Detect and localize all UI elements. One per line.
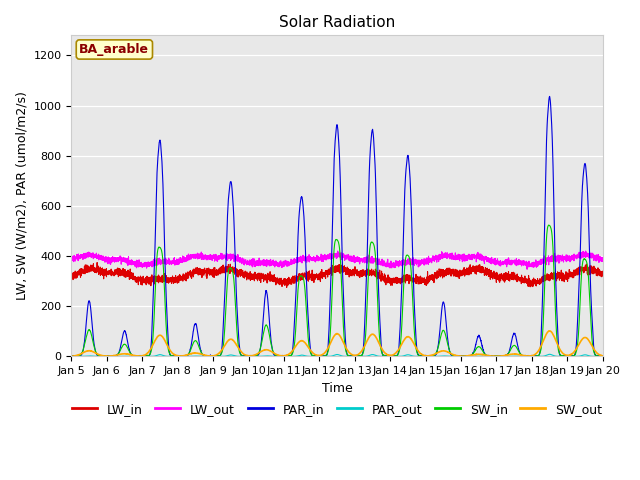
PAR_in (546, 94, 554, 99)
PAR_in (68, 353, 76, 359)
PAR_out (546, 351, 554, 357)
PAR_in (598, 353, 606, 359)
Legend: LW_in, LW_out, PAR_in, PAR_out, SW_in, SW_out: LW_in, LW_out, PAR_in, PAR_out, SW_in, S… (67, 398, 607, 420)
SW_in (102, 353, 110, 359)
PAR_in (599, 353, 607, 359)
SW_out (599, 353, 607, 359)
SW_out (486, 353, 494, 359)
Title: Solar Radiation: Solar Radiation (279, 15, 396, 30)
SW_out (163, 342, 171, 348)
PAR_in (456, 353, 464, 359)
SW_in (456, 353, 464, 359)
PAR_in (427, 353, 435, 359)
LW_out (582, 248, 589, 254)
LW_in (486, 276, 494, 282)
SW_in (599, 353, 607, 359)
Line: PAR_in: PAR_in (72, 96, 603, 356)
PAR_out (493, 353, 500, 359)
PAR_out (486, 353, 494, 359)
LW_in (598, 268, 606, 274)
Line: SW_in: SW_in (72, 225, 603, 356)
SW_in (427, 353, 435, 359)
PAR_out (599, 353, 607, 359)
LW_out (599, 258, 607, 264)
SW_out (317, 352, 325, 358)
Line: LW_in: LW_in (72, 263, 603, 288)
SW_out (427, 353, 435, 359)
SW_in (598, 353, 606, 359)
SW_in (68, 353, 76, 359)
SW_in (545, 222, 552, 228)
LW_out (486, 258, 494, 264)
SW_out (546, 328, 554, 334)
SW_in (317, 353, 325, 359)
LW_in (93, 260, 101, 265)
LW_out (598, 259, 606, 264)
SW_in (163, 336, 171, 341)
PAR_out (163, 353, 171, 359)
PAR_out (317, 353, 325, 359)
SW_in (486, 353, 494, 359)
LW_out (456, 252, 464, 257)
LW_out (317, 256, 325, 262)
Line: SW_out: SW_out (72, 331, 603, 356)
PAR_out (68, 353, 76, 359)
LW_in (599, 271, 607, 277)
SW_out (456, 353, 464, 359)
Y-axis label: LW, SW (W/m2), PAR (umol/m2/s): LW, SW (W/m2), PAR (umol/m2/s) (15, 91, 28, 300)
Line: PAR_out: PAR_out (72, 354, 603, 356)
PAR_out (427, 353, 435, 359)
PAR_in (486, 353, 494, 359)
LW_in (427, 274, 435, 280)
LW_in (456, 271, 464, 277)
PAR_out (456, 353, 464, 359)
LW_out (427, 259, 435, 265)
LW_in (163, 277, 171, 283)
SW_out (492, 353, 500, 359)
LW_in (283, 285, 291, 290)
LW_in (68, 273, 76, 278)
Text: BA_arable: BA_arable (79, 43, 149, 56)
SW_out (68, 353, 76, 359)
PAR_in (317, 353, 325, 359)
LW_out (163, 258, 171, 264)
LW_out (524, 266, 531, 272)
LW_in (317, 274, 325, 280)
LW_out (68, 256, 76, 262)
Line: LW_out: LW_out (72, 251, 603, 269)
PAR_in (163, 310, 171, 315)
X-axis label: Time: Time (322, 382, 353, 395)
SW_out (598, 353, 606, 359)
PAR_in (456, 353, 464, 359)
PAR_out (598, 353, 606, 359)
